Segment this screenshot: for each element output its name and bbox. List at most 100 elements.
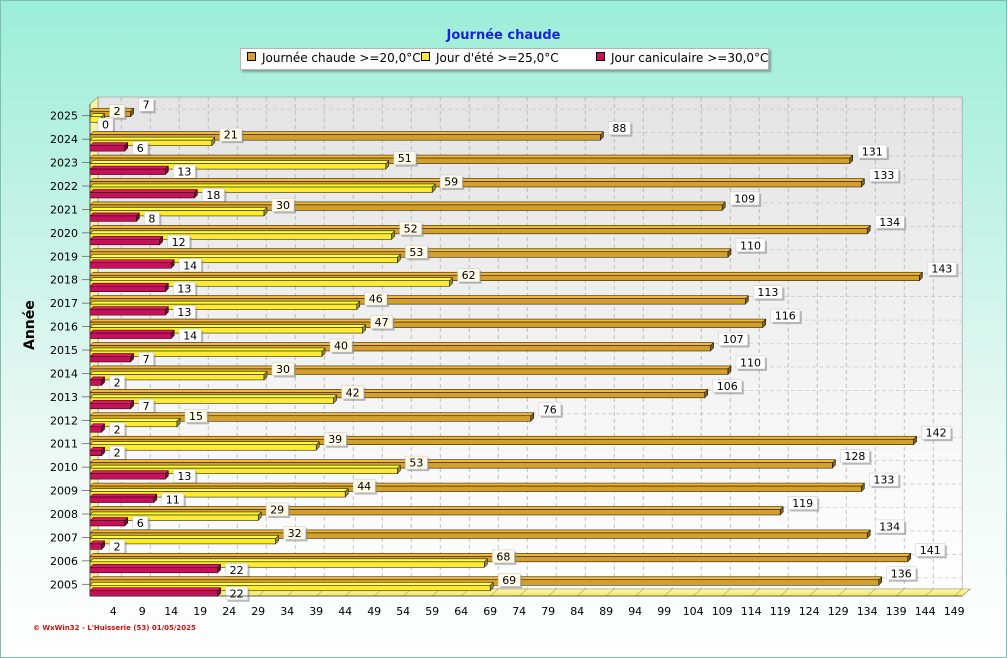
x-floor-line (925, 588, 934, 597)
bar-top (89, 582, 494, 586)
x-tick-label: 134 (857, 605, 878, 618)
data-label: 2 (114, 105, 121, 118)
x-floor-line (809, 588, 818, 597)
data-label: 2 (114, 376, 121, 389)
data-label-box (915, 543, 946, 557)
data-label: 116 (775, 310, 796, 323)
bar-end (861, 177, 865, 188)
data-label: 18 (206, 189, 220, 202)
data-label: 113 (757, 286, 778, 299)
y-tick-label: 2024 (50, 133, 78, 146)
data-label-box (109, 104, 125, 118)
bar-top (89, 236, 164, 240)
bar-end (165, 165, 169, 176)
bar-top (89, 207, 268, 211)
bar-end (170, 259, 175, 269)
bar-end (397, 464, 401, 475)
bar (89, 520, 126, 527)
data-label-box (271, 198, 295, 212)
bar-top (89, 230, 396, 235)
x-floor-line (519, 588, 528, 597)
legend-item-hot-day: Journée chaude >=20,0°C (247, 51, 421, 65)
bar-top (89, 201, 726, 206)
data-label: 62 (462, 269, 476, 282)
data-label-box (927, 261, 957, 276)
bar-end (344, 487, 349, 498)
data-label: 2 (114, 447, 121, 460)
x-floor-line (577, 588, 586, 597)
y-tick-label: 2021 (50, 203, 78, 216)
x-tick-label: 149 (944, 605, 965, 618)
bar-top (89, 441, 320, 445)
data-label-box (109, 375, 125, 390)
data-label: 110 (740, 356, 761, 369)
bar-top (89, 347, 326, 352)
x-tick-label: 104 (683, 605, 704, 618)
bar-end (704, 388, 709, 399)
data-label-box (393, 151, 417, 165)
data-label: 15 (189, 410, 203, 423)
data-label-box (735, 238, 766, 253)
x-tick-label: 94 (628, 605, 642, 618)
bar-end (263, 370, 268, 381)
x-floor-line (780, 588, 789, 597)
bar-end (745, 295, 749, 305)
data-label: 68 (496, 550, 510, 563)
data-label-box (405, 455, 428, 470)
bar-top (89, 154, 854, 159)
bar-end (257, 511, 262, 522)
bar-top (89, 225, 871, 229)
bar-top (89, 482, 866, 487)
bar-end (333, 394, 337, 404)
bar-top (89, 394, 338, 399)
x-tick-label: 124 (799, 605, 820, 618)
x-tick-label: 9 (139, 605, 146, 618)
y-tick-label: 2009 (50, 485, 78, 498)
data-label: 76 (543, 403, 557, 416)
data-label: 88 (612, 122, 626, 135)
y-tick-label: 2023 (50, 157, 78, 170)
x-floor-line (606, 588, 615, 597)
bar-end (153, 493, 158, 504)
data-label-box (265, 502, 289, 517)
x-tick-label: 14 (164, 605, 178, 618)
data-label-box (173, 164, 196, 179)
bar-top (89, 131, 605, 135)
bar-end (727, 365, 732, 376)
bar-end (385, 159, 390, 170)
x-tick-label: 49 (367, 605, 381, 618)
bar-top (89, 295, 750, 299)
x-tick-label: 144 (915, 605, 936, 618)
bar-top (89, 587, 222, 592)
bar-top (89, 271, 924, 276)
y-tick-label: 2005 (50, 578, 78, 591)
x-tick-label: 99 (657, 605, 671, 618)
data-label-box (97, 117, 114, 132)
data-label-box (167, 235, 190, 249)
data-label: 69 (502, 574, 516, 587)
bar-top (89, 564, 222, 568)
y-tick-label: 2011 (50, 438, 78, 451)
bar-top (89, 493, 158, 498)
data-label: 51 (398, 152, 412, 165)
x-tick-label: 59 (425, 605, 439, 618)
bar-top (89, 488, 349, 492)
data-label-box (132, 141, 149, 155)
bar-end (170, 329, 175, 340)
bar-end (275, 534, 279, 545)
bar-end (600, 131, 604, 141)
bar-end (124, 142, 129, 152)
data-label-box (439, 174, 463, 189)
bar-end (130, 399, 134, 410)
x-tick-label: 24 (222, 605, 236, 618)
data-label-box (753, 285, 783, 299)
data-label: 7 (143, 353, 150, 366)
y-tick-label: 2006 (50, 555, 78, 568)
x-tick-label: 29 (251, 605, 265, 618)
bar (89, 262, 172, 269)
bar (89, 403, 131, 410)
x-tick-label: 79 (541, 605, 555, 618)
data-label: 8 (148, 212, 155, 225)
data-label-box (370, 315, 393, 329)
